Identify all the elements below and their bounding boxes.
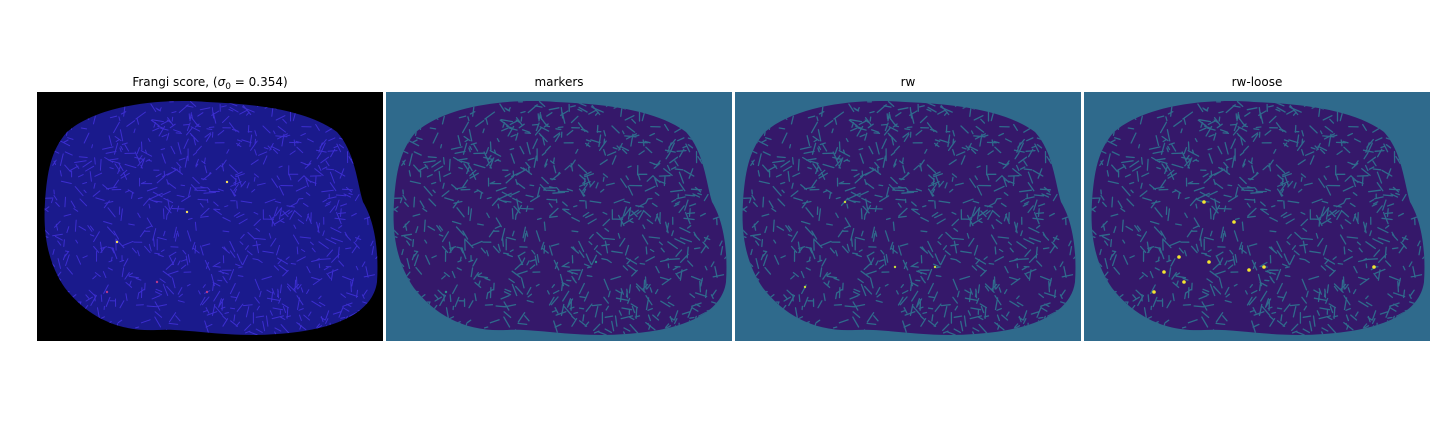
- highlight-spot: [116, 241, 118, 243]
- highlight-spot: [1232, 220, 1236, 224]
- highlight-spot: [206, 291, 208, 293]
- markers-image-svg: [386, 92, 732, 341]
- highlight-spot: [1182, 280, 1186, 284]
- rw-loose-image-svg: [1084, 92, 1430, 341]
- panel-markers: markers: [386, 75, 732, 341]
- rw-image: [735, 92, 1081, 341]
- rw-loose-image: [1084, 92, 1430, 341]
- title-suffix: = 0.354): [231, 75, 288, 89]
- highlight-spot: [934, 266, 936, 268]
- panel-title-markers: markers: [386, 75, 732, 89]
- highlight-spot: [894, 266, 896, 268]
- highlight-spot: [156, 281, 158, 283]
- highlight-spot: [226, 181, 228, 183]
- highlight-spot: [595, 261, 597, 263]
- highlight-spot: [1202, 200, 1206, 204]
- markers-image: [386, 92, 732, 341]
- highlight-spot: [445, 291, 447, 293]
- highlight-spot: [1152, 290, 1156, 294]
- title-subscript: 0: [225, 82, 231, 92]
- highlight-spot: [1262, 265, 1266, 269]
- highlight-spot: [1162, 270, 1166, 274]
- highlight-spot: [106, 291, 108, 293]
- highlight-spot: [1372, 265, 1376, 269]
- highlight-spot: [186, 211, 188, 213]
- frangi-image-svg: [37, 92, 383, 341]
- title-prefix: Frangi score, (: [132, 75, 217, 89]
- highlight-spot: [1207, 260, 1211, 264]
- panel-title-rw-loose: rw-loose: [1084, 75, 1430, 89]
- panel-frangi: Frangi score, (σ0 = 0.354): [37, 75, 383, 341]
- highlight-spot: [1247, 268, 1251, 272]
- panel-rw-loose: rw-loose: [1084, 75, 1430, 341]
- frangi-image: [37, 92, 383, 341]
- panel-title-rw: rw: [735, 75, 1081, 89]
- highlight-spot: [844, 201, 846, 203]
- highlight-spot: [804, 286, 806, 288]
- panel-title-frangi: Frangi score, (σ0 = 0.354): [37, 75, 383, 91]
- panel-rw: rw: [735, 75, 1081, 341]
- rw-image-svg: [735, 92, 1081, 341]
- highlight-spot: [1177, 255, 1181, 259]
